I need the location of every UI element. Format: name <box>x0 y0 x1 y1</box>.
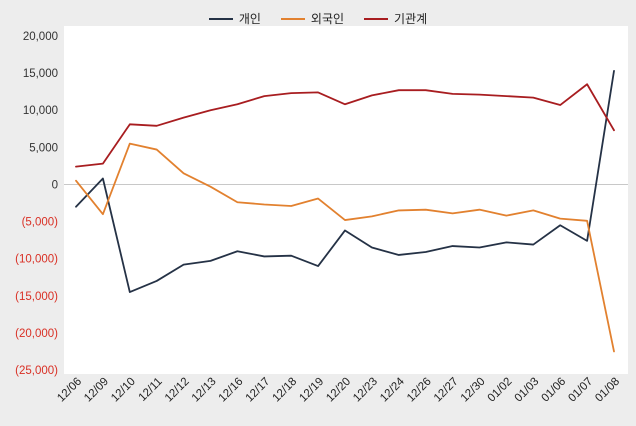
x-axis-tick-label: 12/10 <box>109 376 138 405</box>
x-axis-tick-label: 12/24 <box>378 375 407 404</box>
x-axis-tick-label: 12/26 <box>405 376 434 405</box>
x-axis-tick-label: 01/06 <box>539 376 568 405</box>
y-axis-tick-label: 10,000 <box>23 105 58 117</box>
series-line-0 <box>75 69 615 293</box>
x-axis-tick-label: 01/08 <box>593 376 622 405</box>
x-axis-tick-label: 12/13 <box>190 376 219 405</box>
x-axis-tick-label: 12/19 <box>297 376 326 405</box>
plot-area <box>64 26 628 374</box>
x-axis-tick-label: 12/17 <box>244 376 273 405</box>
x-axis-tick-label: 12/06 <box>55 376 84 405</box>
x-axis-tick-label: 12/12 <box>163 376 192 405</box>
legend-item-2: 기관계 <box>364 10 427 27</box>
y-axis-tick-label: (10,000) <box>15 254 58 266</box>
x-axis-tick-label: 12/20 <box>324 376 353 405</box>
x-axis-tick-label: 12/30 <box>459 376 488 405</box>
x-axis-tick-label: 12/18 <box>270 376 299 405</box>
legend-item-1: 외국인 <box>280 10 345 27</box>
y-axis-tick-label: (25,000) <box>15 365 58 377</box>
legend-label: 개인 <box>238 12 261 26</box>
legend-line-swatch <box>364 17 389 20</box>
y-axis-tick-label: 5,000 <box>29 142 58 154</box>
x-axis-tick-label: 12/11 <box>137 376 165 404</box>
x-axis-tick-label: 12/27 <box>432 376 461 405</box>
series-line-2 <box>75 83 615 168</box>
legend-item-0: 개인 <box>208 10 261 27</box>
y-axis-tick-label: 15,000 <box>23 68 58 80</box>
y-axis-tick-label: 20,000 <box>23 31 58 43</box>
y-axis-tick-label: (15,000) <box>15 291 58 303</box>
chart-legend: 개인 외국인 기관계 <box>0 10 636 27</box>
legend-line-swatch <box>208 17 233 20</box>
series-line-1 <box>75 142 615 353</box>
legend-label: 기관계 <box>394 12 428 26</box>
x-axis-tick-label: 01/03 <box>513 376 542 405</box>
legend-label: 외국인 <box>310 12 345 26</box>
x-axis-tick-label: 12/09 <box>82 376 111 405</box>
x-axis-tick-label: 01/02 <box>486 376 515 405</box>
y-axis-tick-label: 0 <box>52 179 58 191</box>
y-axis-tick-label: (5,000) <box>22 217 59 229</box>
y-axis-tick-label: (20,000) <box>15 328 58 340</box>
legend-line-swatch <box>280 17 305 20</box>
x-axis-tick-label: 12/23 <box>351 376 380 405</box>
x-axis-tick-label: 01/07 <box>566 376 595 405</box>
x-axis-tick-label: 12/16 <box>217 376 246 405</box>
